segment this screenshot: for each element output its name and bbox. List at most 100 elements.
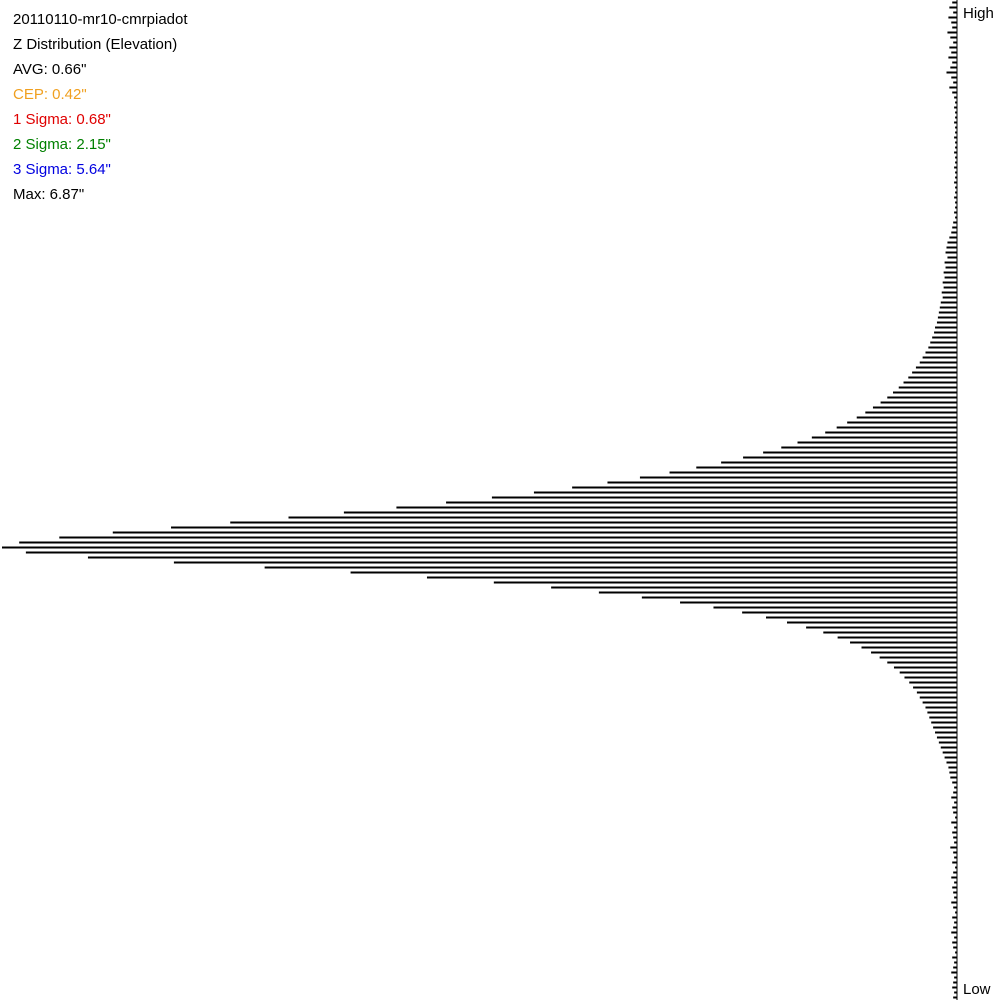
histogram-bar: [639, 476, 957, 479]
histogram-bar: [945, 251, 957, 254]
histogram-bar: [954, 801, 957, 804]
axis-bottom-label: Low: [963, 981, 991, 998]
histogram-bar: [952, 61, 957, 64]
histogram-bar: [825, 431, 957, 434]
histogram-bar: [912, 371, 957, 374]
histogram-bar: [953, 966, 957, 969]
histogram-bar: [945, 266, 957, 269]
histogram-bar: [955, 816, 957, 819]
histogram-bar: [933, 726, 957, 729]
histogram-bar: [952, 1, 957, 4]
histogram-bar: [19, 541, 957, 544]
histogram-bar: [943, 271, 957, 274]
histogram-bar: [955, 126, 957, 129]
histogram-bar: [112, 531, 957, 534]
histogram-bar: [953, 871, 957, 874]
histogram-bar: [935, 731, 957, 734]
histogram-bar: [955, 146, 957, 149]
histogram-bar: [954, 991, 957, 994]
histogram-bar: [952, 916, 957, 919]
histogram-bar: [954, 976, 957, 979]
histogram-bar: [230, 521, 957, 524]
histogram-bar: [837, 636, 957, 639]
histogram-bar: [952, 956, 957, 959]
histogram-bar: [940, 746, 957, 749]
histogram-bar: [955, 116, 957, 119]
stat-label: 1 Sigma: 0.68": [13, 111, 111, 128]
histogram-bar: [952, 26, 957, 29]
histogram-bar: [887, 396, 957, 399]
histogram-bar: [954, 856, 957, 859]
histogram-bar: [887, 661, 957, 664]
histogram-bar: [856, 416, 957, 419]
histogram-bar: [954, 121, 957, 124]
histogram-bar: [955, 951, 957, 954]
histogram-bar: [955, 101, 957, 104]
histogram-bar: [936, 736, 957, 739]
histogram-bar: [743, 456, 957, 459]
histogram-bar: [954, 786, 957, 789]
histogram-bar: [937, 316, 957, 319]
histogram-bar: [953, 811, 957, 814]
histogram-bar: [948, 16, 957, 19]
histogram-bar: [947, 256, 957, 259]
histogram-bar: [951, 231, 957, 234]
stat-label: 20110110-mr10-cmrpiadot: [13, 11, 188, 28]
histogram-bar: [669, 471, 957, 474]
histogram-bar: [952, 986, 957, 989]
histogram-bar: [949, 86, 957, 89]
histogram-bar: [950, 36, 957, 39]
histogram-bar: [952, 886, 957, 889]
histogram-bar: [952, 226, 957, 229]
histogram-bar: [944, 756, 957, 759]
histogram-bar: [951, 971, 957, 974]
histogram-bar: [955, 131, 957, 134]
histogram-bar: [763, 451, 957, 454]
histogram-bar: [942, 751, 957, 754]
histogram-bar: [951, 876, 957, 879]
histogram-bar: [931, 721, 957, 724]
histogram-bar: [942, 296, 957, 299]
histogram-bar: [955, 171, 957, 174]
histogram-bar: [953, 906, 957, 909]
histogram-bar: [951, 796, 957, 799]
histogram-bar: [713, 606, 957, 609]
histogram-bar: [836, 426, 957, 429]
histogram-bar: [954, 896, 957, 899]
histogram-bar: [944, 276, 957, 279]
histogram-bar: [781, 446, 957, 449]
histogram-bar: [936, 321, 957, 324]
histogram-bar: [953, 981, 957, 984]
histogram-bar: [811, 436, 957, 439]
histogram-bar: [953, 996, 957, 999]
histogram-bar: [951, 821, 957, 824]
histogram-bar: [915, 366, 957, 369]
histogram-bar: [950, 66, 957, 69]
histogram-bar: [908, 376, 957, 379]
histogram-bar: [953, 836, 957, 839]
histogram-bar: [919, 361, 957, 364]
stat-label: AVG: 0.66": [13, 61, 86, 78]
histogram-bar: [938, 741, 957, 744]
histogram-bar: [59, 536, 958, 539]
histogram-bar: [871, 651, 957, 654]
histogram-bar: [934, 331, 957, 334]
histogram-bar: [493, 581, 957, 584]
histogram-bar: [949, 46, 957, 49]
histogram-bar: [850, 641, 957, 644]
histogram-bar: [396, 506, 957, 509]
histogram-bar: [787, 621, 957, 624]
histogram-bar: [925, 351, 957, 354]
histogram-bar: [954, 936, 957, 939]
histogram-bar: [944, 261, 957, 264]
histogram-bar: [721, 461, 957, 464]
histogram-bar: [916, 691, 957, 694]
histogram-bar: [929, 716, 957, 719]
histogram-bar: [350, 571, 957, 574]
histogram-bar: [880, 401, 957, 404]
histogram-bar: [955, 176, 957, 179]
histogram-bar: [948, 56, 957, 59]
histogram-bar: [766, 616, 957, 619]
axis-top-label: High: [963, 5, 994, 22]
